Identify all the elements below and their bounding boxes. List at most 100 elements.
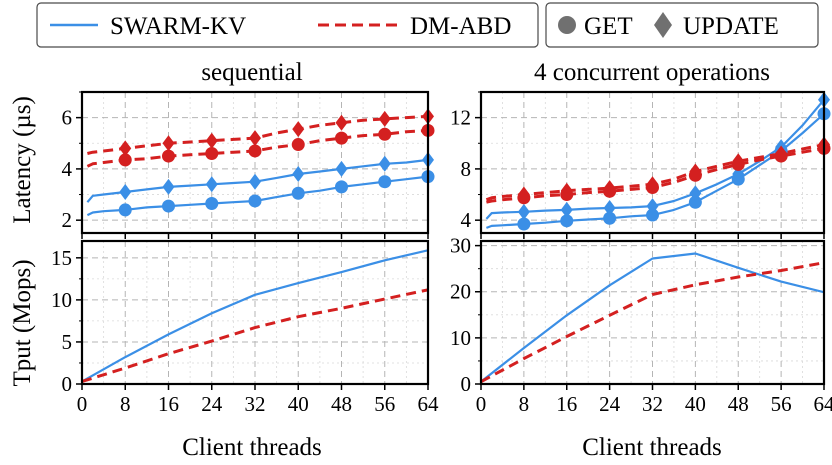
marker-get: [688, 195, 702, 209]
marker-get: [517, 217, 531, 231]
series-group: [82, 249, 428, 383]
marker-update: [162, 135, 175, 152]
panel-throughput-concurrent: 0 10 20 30 0 8 16 24 32 40 48 56 64: [450, 234, 832, 416]
marker-update: [378, 110, 391, 127]
marker-update: [205, 176, 218, 193]
marker-update: [205, 132, 218, 149]
marker-get: [335, 131, 348, 145]
marker-update: [775, 145, 788, 162]
marker-update: [335, 114, 348, 131]
marker-get: [205, 197, 219, 211]
x-tick-label: 64: [418, 392, 440, 416]
marker-get: [248, 194, 262, 208]
y-tick-label: 0: [461, 372, 472, 396]
x-tick-label: 56: [374, 392, 395, 416]
marker-get: [560, 214, 574, 228]
x-tick-label: 64: [814, 392, 832, 416]
x-tick-label: 24: [201, 392, 223, 416]
marker-update: [560, 182, 573, 199]
y-tick-label: 4: [62, 157, 73, 181]
ylabel-tput: Tput (Mops): [9, 259, 36, 386]
legend-swarm-label: SWARM-KV: [110, 13, 246, 40]
y-tick-label: 6: [62, 106, 73, 130]
marker-update: [560, 201, 573, 218]
title-concurrent: 4 concurrent operations: [534, 59, 770, 86]
marker-update: [603, 200, 616, 217]
x-tick-label: 24: [599, 392, 621, 416]
marker-update: [335, 160, 348, 177]
y-tick-label: 30: [450, 234, 471, 258]
x-tick-label: 56: [771, 392, 792, 416]
marker-update: [689, 185, 702, 202]
legend-update-label: UPDATE: [683, 13, 779, 40]
axes-frame: [80, 90, 430, 235]
title-sequential: sequential: [201, 59, 302, 86]
x-tick-label: 16: [158, 392, 179, 416]
x-tick-label: 8: [519, 392, 530, 416]
marker-get: [378, 175, 392, 189]
marker-get: [378, 127, 392, 141]
marker-update: [292, 121, 305, 138]
legend-update-marker: [654, 12, 672, 38]
marker-update: [517, 186, 530, 203]
ylabel-latency: Latency (µs): [9, 96, 36, 224]
marker-get: [162, 199, 175, 213]
marker-update: [603, 180, 616, 197]
y-tick-label: 0: [62, 372, 73, 396]
marker-update: [646, 198, 659, 215]
series-line-swarm-kv: [481, 252, 824, 383]
marker-update: [517, 203, 530, 220]
x-tick-label: 48: [728, 392, 749, 416]
y-tick-label: 4: [461, 208, 472, 232]
x-tick-label: 32: [642, 392, 663, 416]
y-tick-label: 12: [450, 106, 471, 130]
x-tick-label: 40: [685, 392, 706, 416]
marker-get: [248, 144, 262, 158]
marker-update: [732, 153, 745, 170]
series-line-dm-abd: [82, 288, 428, 383]
x-tick-label: 0: [77, 392, 88, 416]
marker-get: [291, 186, 305, 200]
legend-get-label: GET: [584, 13, 633, 40]
x-tick-label: 0: [476, 392, 487, 416]
legend-series: SWARM-KV DM-ABD: [36, 2, 539, 48]
panel-latency-sequential: 2 4 6: [62, 90, 435, 239]
legend-markers: GET UPDATE: [545, 2, 819, 48]
marker-get: [162, 149, 175, 163]
y-tick-label: 20: [450, 280, 471, 304]
panel-latency-concurrent: 4 8 12: [450, 90, 831, 239]
x-tick-label: 32: [245, 392, 266, 416]
y-tick-label: 8: [461, 157, 472, 181]
x-tick-label: 16: [556, 392, 577, 416]
axes-frame: [479, 90, 826, 235]
axes-frame: [479, 239, 826, 386]
legend-dm-label: DM-ABD: [410, 13, 511, 40]
marker-update: [292, 166, 305, 183]
series-group: [481, 252, 824, 384]
xlabel-right: Client threads: [582, 434, 722, 461]
marker-get: [205, 147, 219, 161]
axes-frame: [80, 239, 430, 386]
marker-update: [249, 130, 261, 147]
y-tick-label: 15: [51, 246, 72, 270]
marker-update: [689, 163, 702, 180]
marker-update: [646, 176, 659, 193]
xlabel-left: Client threads: [182, 434, 322, 461]
y-tick-label: 10: [450, 326, 471, 350]
y-tick-label: 2: [62, 208, 73, 232]
x-tick-label: 48: [331, 392, 352, 416]
series-line-swarm-kv: [82, 249, 428, 383]
marker-update: [378, 155, 391, 172]
marker-get: [603, 211, 617, 225]
y-tick-label: 10: [51, 288, 72, 312]
x-tick-label: 8: [120, 392, 131, 416]
marker-update: [162, 178, 175, 195]
marker-update: [119, 183, 132, 200]
x-tick-label: 40: [288, 392, 309, 416]
panel-throughput-sequential: 0 5 10 15 0 8 16 24 32 40 48 56 64: [51, 239, 440, 416]
marker-update: [119, 140, 132, 157]
legend-get-marker: [558, 16, 576, 34]
series-line-dm-abd: [481, 261, 824, 384]
marker-update: [249, 173, 261, 190]
